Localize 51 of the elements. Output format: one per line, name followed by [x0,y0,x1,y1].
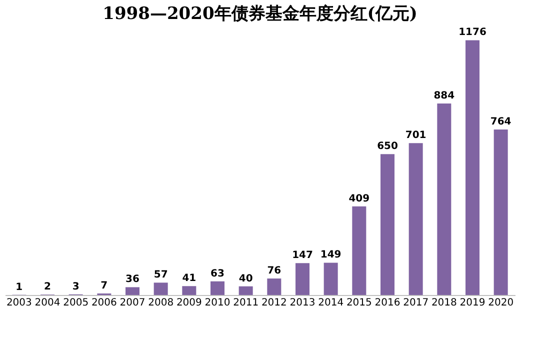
x-tick-label: 2017 [403,298,429,308]
x-tick-label: 2012 [261,298,287,308]
x-tick-label: 2013 [290,298,316,308]
x-tick-label: 2005 [63,298,89,308]
data-label: 147 [292,250,313,262]
data-label: 57 [154,270,168,281]
data-label: 63 [210,268,224,280]
data-label: 2 [44,282,52,293]
x-tick-label: 2008 [148,298,174,308]
bar [494,129,508,295]
data-label: 701 [405,130,426,142]
x-tick-label: 2003 [6,298,32,308]
x-tick-label: 2016 [374,298,400,308]
bar [182,286,196,295]
bar [408,143,423,295]
data-label: 36 [126,274,140,286]
data-label: 650 [377,141,398,152]
bar [238,286,253,295]
bar [437,103,452,295]
bar [210,281,224,295]
x-tick-label: 2004 [34,298,60,308]
bar [296,263,310,295]
bar [352,206,366,295]
x-tick-label: 2006 [91,298,117,308]
data-label: 7 [100,280,108,292]
x-tick-label: 2020 [488,298,514,308]
data-label: 41 [182,273,196,284]
data-label: 3 [72,281,80,292]
data-label: 76 [267,266,282,277]
data-label: 884 [434,90,455,102]
data-label: 409 [348,193,370,204]
bar [380,154,394,295]
data-label: 149 [320,250,342,261]
x-tick-label: 2009 [176,298,202,308]
bar [267,278,282,295]
x-tick-label: 2010 [204,298,230,308]
chart-title: 1998—2020年债券基金年度分红(亿元) [102,4,418,24]
data-label: 764 [490,116,512,128]
x-tick-label: 2019 [460,298,486,308]
data-label: 1176 [458,27,486,38]
x-tick-label: 2018 [431,298,457,308]
bar [466,40,480,295]
x-tick-label: 2015 [346,298,372,308]
x-tick-label: 2007 [120,298,146,308]
x-tick-label: 2014 [318,298,344,308]
data-label: 40 [238,273,253,284]
data-label: 1 [16,282,23,293]
x-tick-label: 2011 [233,298,259,308]
bar [324,262,338,295]
bar [154,282,168,295]
bar [126,287,140,295]
